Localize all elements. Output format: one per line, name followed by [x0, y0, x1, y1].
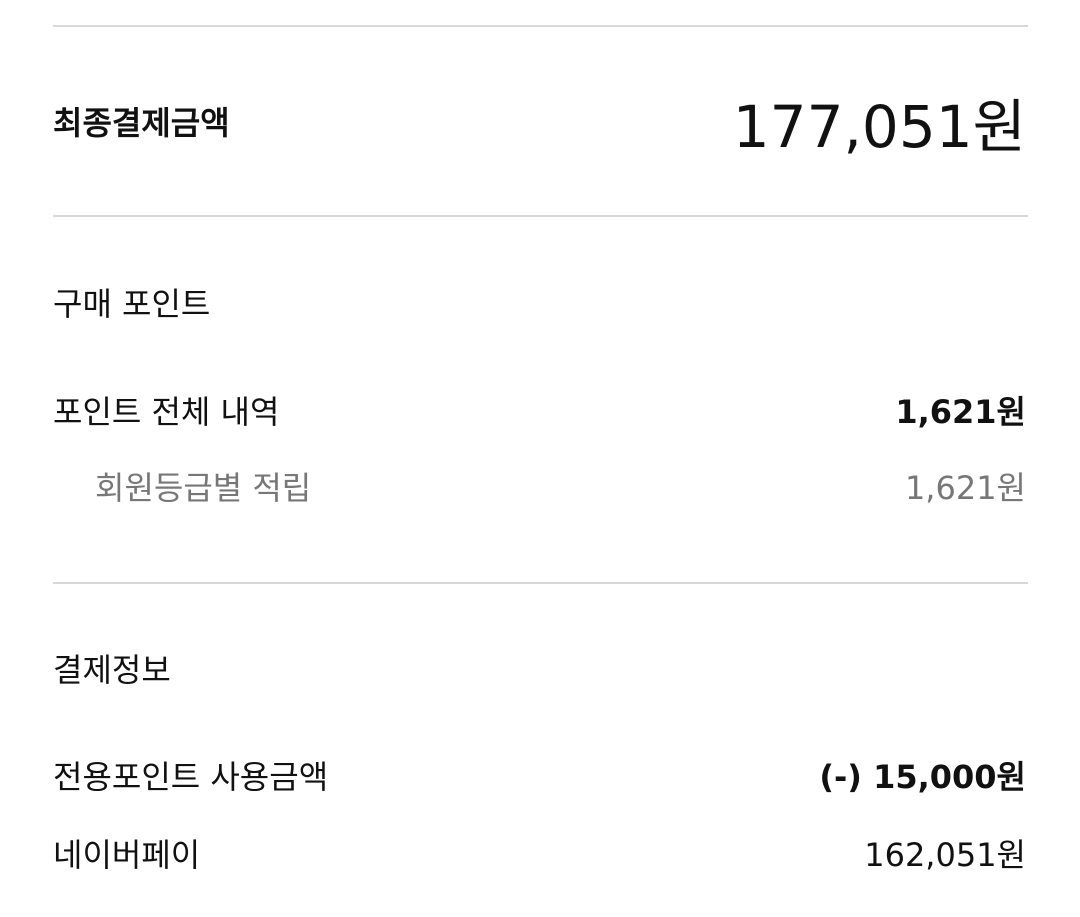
total-label: 최종결제금액: [53, 104, 230, 142]
payment-title: 결제정보: [53, 651, 171, 689]
divider: [53, 215, 1028, 217]
points-total-value: 1,621원: [895, 393, 1026, 431]
payment-row-label: 네이버페이: [53, 836, 201, 874]
points-sub-value: 1,621원: [904, 469, 1026, 507]
payment-row-value: (-) 15,000원: [819, 758, 1026, 796]
points-total-label: 포인트 전체 내역: [53, 393, 280, 431]
divider: [53, 582, 1028, 584]
payment-row-label: 전용포인트 사용금액: [53, 758, 329, 796]
payment-row-value: 162,051원: [864, 836, 1026, 874]
divider: [53, 25, 1028, 27]
points-sub-label: 회원등급별 적립: [95, 469, 312, 507]
total-value: 177,051원: [732, 93, 1026, 161]
points-title: 구매 포인트: [53, 285, 211, 323]
